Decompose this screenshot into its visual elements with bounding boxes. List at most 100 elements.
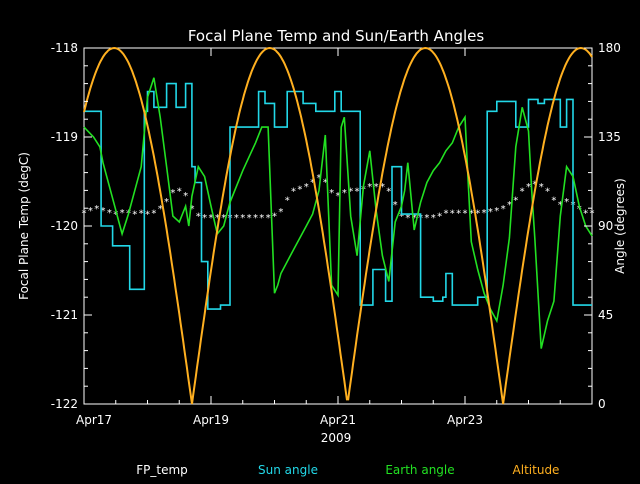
fp-temp-point: *	[412, 213, 417, 224]
fp-temp-point: *	[532, 179, 537, 190]
fp-temp-point: *	[189, 204, 194, 215]
fp-temp-point: *	[107, 208, 112, 219]
fp-temp-point: *	[424, 213, 429, 224]
fp-temp-point: *	[316, 173, 321, 184]
fp-temp-point: *	[196, 211, 201, 222]
legend: FP_temp Sun angle Earth angle Altitude	[136, 463, 559, 477]
y-axis-label-right: Angle (degrees)	[613, 178, 627, 274]
y-axis-label-left: Focal Plane Temp (degC)	[17, 152, 31, 300]
y-tick-label-right: 0	[598, 397, 606, 411]
y-tick-label-left: -119	[51, 130, 78, 144]
fp-temp-point: *	[323, 178, 328, 189]
x-tick-label: Apr23	[447, 413, 483, 427]
fp-temp-point: *	[539, 182, 544, 193]
fp-temp-point: *	[278, 207, 283, 218]
y-tick-label-left: -120	[51, 219, 78, 233]
legend-item: FP_temp	[136, 463, 188, 477]
fp-temp-point: *	[342, 188, 347, 199]
fp-temp-point: *	[177, 186, 182, 197]
series-altitude-line	[83, 46, 593, 405]
fp-temp-point: *	[88, 206, 93, 217]
fp-temp-point: *	[545, 186, 550, 197]
fp-temp-point: *	[151, 209, 156, 220]
fp-temp-point: *	[450, 209, 455, 220]
fp-temp-point: *	[132, 210, 137, 221]
fp-temp-point: *	[82, 209, 87, 220]
fp-temp-point: *	[590, 209, 595, 220]
fp-temp-point: *	[386, 186, 391, 197]
fp-temp-point: *	[94, 204, 99, 215]
fp-temp-point: *	[170, 188, 175, 199]
fp-temp-point: *	[291, 186, 296, 197]
fp-temp-point: *	[101, 206, 106, 217]
fp-temp-point: *	[120, 208, 125, 219]
fp-temp-point: *	[399, 211, 404, 222]
fp-temp-point: *	[551, 195, 556, 206]
fp-temp-point: *	[564, 197, 569, 208]
fp-temp-point: *	[469, 209, 474, 220]
fp-temp-point: *	[437, 211, 442, 222]
fp-temp-point: *	[139, 209, 144, 220]
fp-temp-point: *	[348, 186, 353, 197]
fp-temp-point: *	[526, 182, 531, 193]
fp-temp-point: *	[240, 213, 245, 224]
fp-temp-point: *	[247, 213, 252, 224]
fp-temp-point: *	[380, 182, 385, 193]
fp-temp-point: *	[310, 178, 315, 189]
series-layer: * * * * * * * * * * * * *** * *** * * * * * * * * * * * * *** * * * * **…	[82, 46, 595, 405]
x-tick-label: Apr19	[193, 413, 229, 427]
fp-temp-point: *	[501, 204, 506, 215]
fp-temp-point: *	[482, 208, 487, 219]
legend-item: Sun angle	[258, 463, 318, 477]
legend-item: Altitude	[513, 463, 560, 477]
fp-temp-point: *	[367, 182, 372, 193]
y-tick-label-right: 90	[598, 219, 613, 233]
fp-temp-point: *	[113, 210, 118, 221]
fp-temp-point: *	[374, 182, 379, 193]
fp-temp-point: *	[488, 207, 493, 218]
fp-temp-point: *	[158, 204, 163, 215]
fp-temp-point: *	[558, 200, 563, 211]
y-tick-label-right: 180	[598, 41, 621, 55]
fp-temp-point: *	[336, 191, 341, 202]
x-tick-label: Apr21	[320, 413, 356, 427]
fp-temp-point: *	[577, 204, 582, 215]
fp-temp-point: *	[253, 213, 258, 224]
fp-temp-point: *	[393, 200, 398, 211]
y-tick-label-right: 135	[598, 130, 621, 144]
fp-temp-point: *	[475, 209, 480, 220]
fp-temp-point: *	[272, 211, 277, 222]
fp-temp-point: *	[463, 209, 468, 220]
fp-temp-point: *	[494, 206, 499, 217]
fp-temp-point: *	[209, 213, 214, 224]
fp-temp-point: *	[221, 213, 226, 224]
series-sun-angle-line	[84, 82, 592, 310]
fp-temp-point: *	[297, 185, 302, 196]
series-earth-angle-line	[83, 77, 593, 349]
fp-temp-point: *	[583, 209, 588, 220]
fp-temp-point: *	[202, 213, 207, 224]
fp-temp-point: *	[145, 210, 150, 221]
fp-temp-point: *	[215, 213, 220, 224]
fp-temp-point: *	[234, 213, 239, 224]
fp-temp-point: *	[513, 195, 518, 206]
fp-temp-point: *	[183, 191, 188, 202]
fp-temp-point: *	[164, 197, 169, 208]
fp-temp-point: *	[266, 213, 271, 224]
fp-temp-point: *	[329, 188, 334, 199]
x-axis-label: 2009	[321, 431, 352, 445]
fp-temp-point: *	[507, 200, 512, 211]
series-fp-temp: * * * * * * * * * * * * *** * *** * * * * * * * * * * * * *** * * * * **…	[82, 173, 595, 224]
fp-temp-point: *	[405, 213, 410, 224]
y-tick-label-left: -122	[51, 397, 78, 411]
fp-temp-point: *	[355, 186, 360, 197]
y-tick-label-left: -121	[51, 308, 78, 322]
axis-layer: Apr17 Apr19 Apr21 Apr23 -118 -119 -120 -121 -122…	[51, 41, 621, 427]
fp-temp-point: *	[456, 209, 461, 220]
x-tick-label: Apr17	[76, 413, 112, 427]
fp-temp-point: *	[431, 213, 436, 224]
chart-title: Focal Plane Temp and Sun/Earth Angles	[188, 27, 485, 45]
fp-temp-point: *	[285, 195, 290, 206]
